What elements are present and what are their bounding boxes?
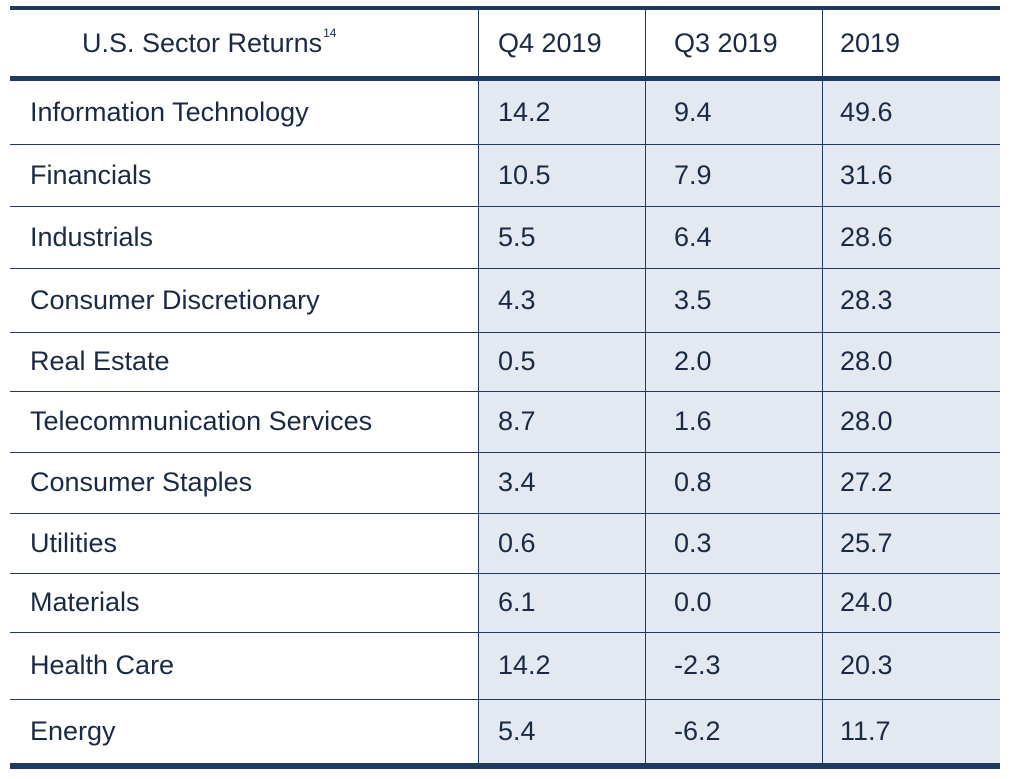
- table-row: Energy 5.4 -6.2 11.7: [10, 699, 1000, 763]
- value-q3-2019: -2.3: [674, 650, 721, 680]
- value-2019: 28.0: [840, 346, 893, 376]
- value-q4-2019: 5.5: [498, 221, 536, 252]
- table-title: U.S. Sector Returns 14: [82, 10, 336, 76]
- sector-name: Consumer Discretionary: [30, 284, 320, 315]
- table-row: Consumer Staples 3.4 0.8 27.2: [10, 452, 1000, 513]
- value-2019: 28.6: [840, 221, 893, 252]
- value-2019: 27.2: [840, 467, 893, 497]
- value-q3-2019: 3.5: [674, 284, 712, 315]
- table-row: Industrials 5.5 6.4 28.6: [10, 206, 1000, 268]
- sector-name: Information Technology: [30, 97, 309, 127]
- value-q3-2019: 0.0: [674, 587, 712, 617]
- value-q3-2019: 1.6: [674, 406, 712, 436]
- sector-name: Health Care: [30, 650, 175, 680]
- row-divider: [10, 699, 1000, 700]
- value-2019: 31.6: [840, 159, 893, 190]
- column-divider-1: [478, 6, 479, 763]
- bottom-rule: [10, 763, 1000, 769]
- sector-name: Financials: [30, 159, 152, 190]
- value-q4-2019: 3.4: [498, 467, 536, 497]
- table-row: Telecommunication Services 8.7 1.6 28.0: [10, 391, 1000, 452]
- row-divider: [10, 573, 1000, 574]
- table-row: Information Technology 14.2 9.4 49.6: [10, 81, 1000, 144]
- table-row: Real Estate 0.5 2.0 28.0: [10, 332, 1000, 391]
- value-q3-2019: 9.4: [674, 97, 712, 127]
- value-q4-2019: 6.1: [498, 587, 536, 617]
- header-rule: [10, 76, 1000, 81]
- top-rule: [10, 6, 1000, 10]
- row-divider: [10, 452, 1000, 453]
- sector-name: Materials: [30, 587, 140, 617]
- value-q4-2019: 4.3: [498, 284, 536, 315]
- value-q4-2019: 10.5: [498, 159, 551, 190]
- row-divider: [10, 332, 1000, 333]
- value-q4-2019: 0.5: [498, 346, 536, 376]
- column-header-2019: 2019: [840, 27, 901, 58]
- value-q4-2019: 0.6: [498, 527, 536, 558]
- table-title-footnote: 14: [323, 26, 337, 40]
- value-columns-shading: [478, 81, 1000, 763]
- value-q3-2019: 0.8: [674, 467, 712, 497]
- table-row: Health Care 14.2 -2.3 20.3: [10, 632, 1000, 699]
- sector-name: Utilities: [30, 527, 118, 558]
- sector-name: Energy: [30, 715, 116, 746]
- row-divider: [10, 268, 1000, 269]
- table-title-text: U.S. Sector Returns: [82, 27, 323, 58]
- row-divider: [10, 206, 1000, 207]
- value-q4-2019: 8.7: [498, 406, 536, 436]
- value-2019: 25.7: [840, 527, 893, 558]
- table-row: Utilities 0.6 0.3 25.7: [10, 513, 1000, 573]
- column-divider-3: [822, 6, 823, 763]
- value-q4-2019: 14.2: [498, 650, 551, 680]
- row-divider: [10, 513, 1000, 514]
- table-row: Materials 6.1 0.0 24.0: [10, 573, 1000, 632]
- table-row: Consumer Discretionary 4.3 3.5 28.3: [10, 268, 1000, 332]
- column-header-q3-2019: Q3 2019: [674, 27, 778, 58]
- sector-name: Industrials: [30, 221, 154, 252]
- table-row: Financials 10.5 7.9 31.6: [10, 144, 1000, 206]
- value-2019: 20.3: [840, 650, 893, 680]
- row-divider: [10, 144, 1000, 145]
- value-2019: 28.3: [840, 284, 893, 315]
- value-2019: 49.6: [840, 97, 893, 127]
- value-2019: 11.7: [840, 715, 891, 746]
- row-divider: [10, 391, 1000, 392]
- column-header-q4-2019: Q4 2019: [498, 27, 602, 58]
- column-divider-2: [645, 6, 646, 763]
- row-divider: [10, 632, 1000, 633]
- value-2019: 28.0: [840, 406, 893, 436]
- sector-name: Real Estate: [30, 346, 170, 376]
- value-q3-2019: 7.9: [674, 159, 712, 190]
- value-q4-2019: 5.4: [498, 715, 536, 746]
- sector-name: Consumer Staples: [30, 467, 253, 497]
- value-q3-2019: -6.2: [674, 715, 721, 746]
- value-q4-2019: 14.2: [498, 97, 551, 127]
- sector-name: Telecommunication Services: [30, 406, 373, 436]
- value-q3-2019: 2.0: [674, 346, 712, 376]
- value-2019: 24.0: [840, 587, 893, 617]
- value-q3-2019: 6.4: [674, 221, 712, 252]
- value-q3-2019: 0.3: [674, 527, 712, 558]
